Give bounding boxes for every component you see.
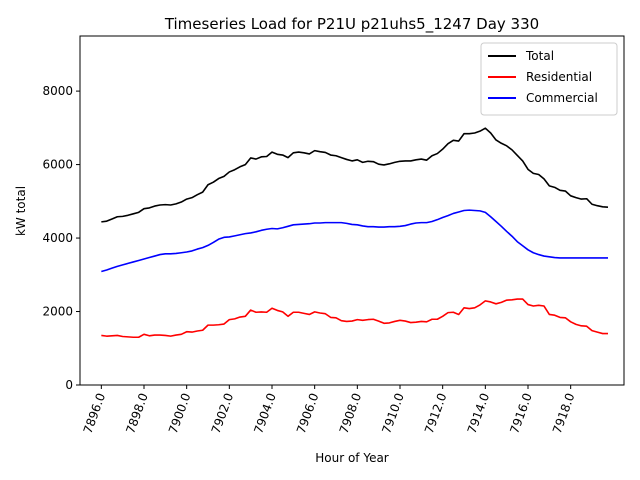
x-tick-label: 7898.0 [123, 391, 151, 435]
x-tick-label: 7910.0 [379, 391, 407, 435]
x-tick-label: 7918.0 [550, 391, 578, 435]
chart-title: Timeseries Load for P21U p21uhs5_1247 Da… [164, 15, 539, 34]
x-tick-label: 7906.0 [294, 391, 322, 435]
x-axis: 7896.0 7898.0 7900.0 7902.0 7904.0 7906.0 7908… [81, 385, 578, 435]
x-tick-label: 7904.0 [251, 391, 279, 435]
legend-label-total: Total [525, 49, 554, 63]
x-tick-label: 7914.0 [465, 391, 493, 435]
y-axis: 0 2000 4000 6000 8000 [42, 84, 80, 392]
y-tick-label: 2000 [42, 305, 73, 319]
series-line-commercial [101, 209, 608, 273]
y-axis-label: kW total [14, 186, 28, 236]
legend: Total Residential Commercial [480, 42, 618, 116]
legend-label-residential: Residential [526, 70, 592, 84]
x-tick-label: 7912.0 [422, 391, 450, 435]
series-line-residential [101, 298, 608, 339]
y-tick-label: 4000 [42, 231, 73, 245]
y-tick-label: 0 [65, 378, 73, 392]
legend-label-commercial: Commercial [526, 91, 598, 105]
series-lines [101, 127, 609, 339]
x-tick-label: 7916.0 [507, 391, 535, 435]
y-tick-label: 8000 [42, 84, 73, 98]
x-tick-label: 7900.0 [166, 391, 194, 435]
x-tick-label: 7908.0 [337, 391, 365, 435]
x-axis-label: Hour of Year [315, 451, 389, 465]
series-line-total [101, 127, 609, 223]
y-tick-label: 6000 [42, 158, 73, 172]
x-tick-label: 7896.0 [81, 391, 109, 435]
x-tick-label: 7902.0 [209, 391, 237, 435]
